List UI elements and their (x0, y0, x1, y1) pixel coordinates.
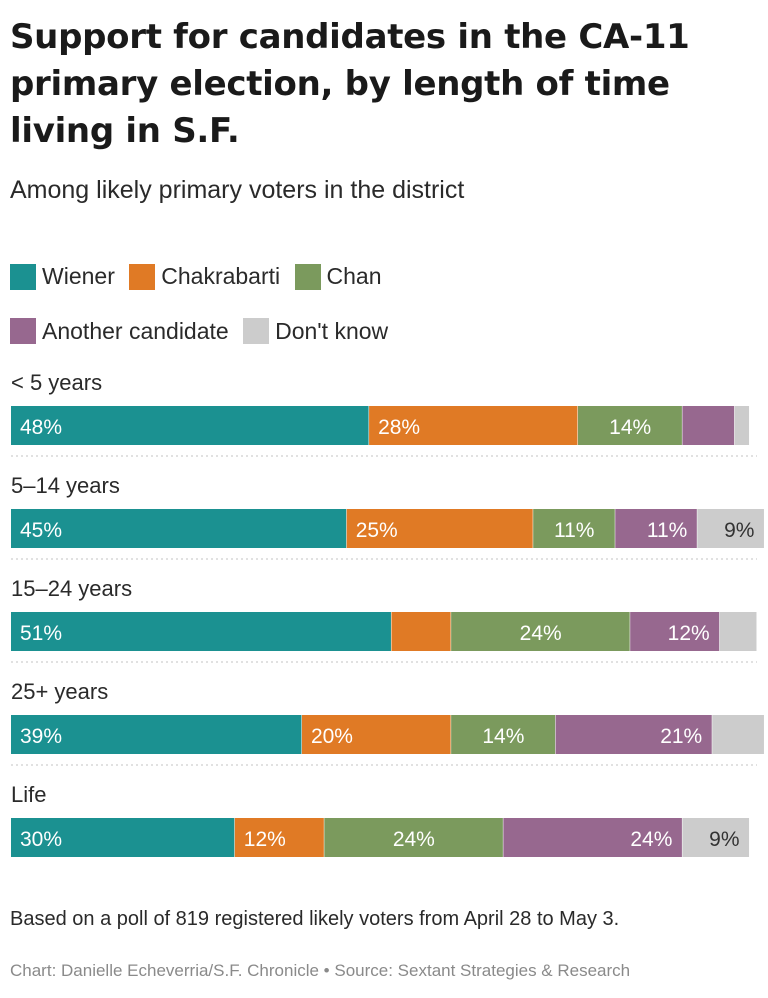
bar-segment-wiener (11, 509, 347, 548)
legend-item-dont-know: Don't know (243, 307, 388, 356)
data-label-chakrabarti: 25% (356, 519, 398, 542)
bar-segment-chakrabarti (301, 715, 451, 754)
legend-item-chan: Chan (294, 252, 382, 301)
bar-row-under-5-years: < 5 years 48% 28% 14% (11, 370, 757, 457)
data-label-wiener: 30% (20, 828, 62, 851)
bar-row-life: Life 30% 12% 24% 24% 9% (11, 782, 750, 857)
bar-segment-chakrabarti (369, 406, 578, 445)
bar-segment-chan (533, 509, 615, 548)
bar-segment-wiener (11, 818, 235, 857)
bar-segment-don-t-know (734, 406, 750, 445)
data-label-wiener: 45% (20, 519, 62, 542)
bar-segment-another-candidate (630, 612, 720, 651)
data-label-another-candidate: 24% (630, 828, 672, 851)
footnote: Based on a poll of 819 registered likely… (10, 908, 620, 930)
bar-segment-don-t-know (682, 818, 750, 857)
legend-swatch-wiener (10, 263, 36, 290)
legend-swatch-chakrabarti (129, 263, 156, 290)
bar-segment-chakrabarti (346, 509, 533, 548)
legend-label-another: Another candidate (42, 317, 229, 344)
data-label-chakrabarti: 20% (311, 725, 353, 748)
category-label: < 5 years (11, 370, 102, 395)
bar-segment-wiener (11, 612, 391, 651)
legend-item-another: Another candidate (10, 307, 229, 356)
bar-segment-chan (577, 406, 682, 445)
data-label-chan: 14% (482, 725, 524, 748)
chart-subtitle: Among likely primary voters in the distr… (10, 176, 465, 204)
data-label-another-candidate: 21% (660, 725, 702, 748)
legend-item-wiener: Wiener (10, 252, 115, 301)
chart-title: Support for candidates in the CA-11 prim… (10, 17, 690, 151)
bar-segment-don-t-know (712, 715, 764, 754)
legend-label-chan: Chan (326, 263, 382, 289)
category-label: 25+ years (11, 679, 108, 704)
data-label-chan: 14% (609, 416, 651, 439)
data-label-wiener: 51% (20, 622, 62, 645)
legend-label-wiener: Wiener (42, 263, 115, 289)
data-label-chakrabarti: 28% (378, 416, 420, 439)
data-label-another-candidate: 11% (647, 519, 687, 542)
legend-item-chakrabarti: Chakrabarti (129, 252, 280, 301)
bar-segment-chan (451, 715, 556, 754)
data-label-don-t-know: 9% (724, 519, 754, 542)
category-label: 5–14 years (11, 473, 120, 498)
bar-segment-another-candidate (682, 406, 735, 445)
bar-segment-chakrabarti (234, 818, 324, 857)
data-label-don-t-know: 9% (709, 828, 739, 851)
legend-label-chakrabarti: Chakrabarti (161, 263, 281, 289)
bar-segment-wiener (11, 406, 369, 445)
legend-label-dont-know: Don't know (275, 317, 389, 344)
bar-row-15-24-years: 15–24 years 51% 24% 12% (11, 576, 757, 663)
bar-segment-another-candidate (503, 818, 682, 857)
credit-line: Chart: Danielle Echeverria/S.F. Chronicl… (10, 961, 631, 980)
legend-swatch-dont-know (243, 318, 270, 344)
bar-segment-chan (324, 818, 503, 857)
bar-segment-another-candidate (615, 509, 697, 548)
legend-swatch-another (10, 318, 36, 344)
data-label-another-candidate: 12% (668, 622, 710, 645)
bar-row-5-14-years: 5–14 years 45% 25% 11% 11% 9% (11, 473, 764, 560)
bar-segment-don-t-know (719, 612, 757, 651)
bar-segment-wiener (11, 715, 302, 754)
bar-segment-chan (451, 612, 630, 651)
category-label: 15–24 years (11, 576, 132, 601)
data-label-wiener: 39% (20, 725, 62, 748)
bar-segment-another-candidate (555, 715, 712, 754)
data-label-chan: 24% (393, 828, 435, 851)
stacked-bar-chart: < 5 years 48% 28% 14% 5–14 years 45% 25% 11% 11%… (11, 370, 764, 857)
legend: Wiener Chakrabarti Chan Another candidat… (10, 252, 610, 361)
bar-segment-don-t-know (697, 509, 764, 548)
data-label-chakrabarti: 12% (244, 828, 286, 851)
legend-swatch-chan (294, 263, 321, 290)
data-label-chan: 24% (520, 622, 562, 645)
data-label-wiener: 48% (20, 416, 62, 439)
bar-row-25-years: 25+ years 39% 20% 14% 21% (11, 679, 764, 766)
bar-segment-chakrabarti (391, 612, 451, 651)
category-label: Life (11, 782, 46, 807)
data-label-chan: 11% (554, 519, 594, 542)
